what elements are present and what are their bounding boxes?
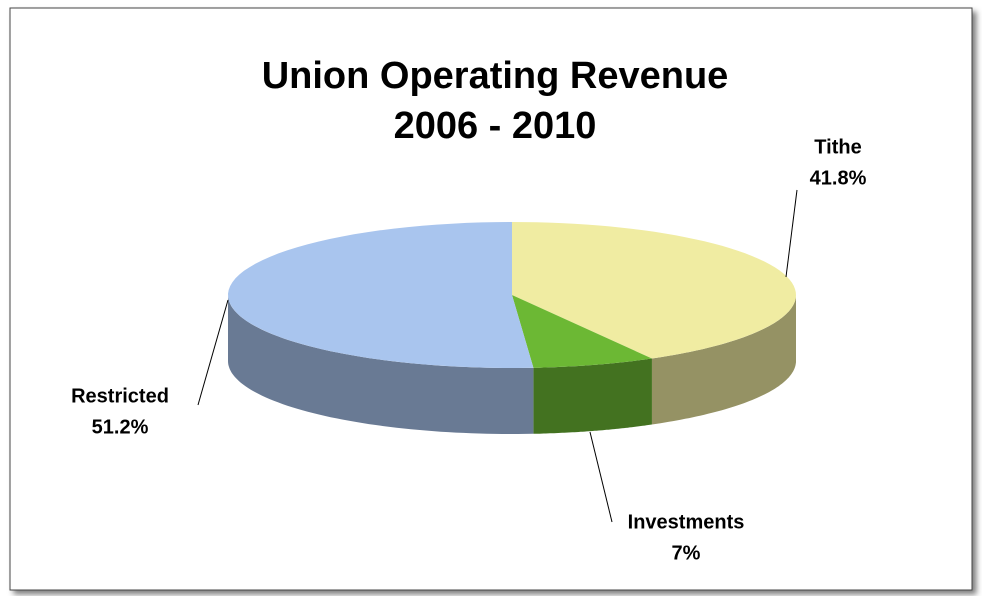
leader-line [785,189,798,278]
slice-label: Restricted [71,385,169,407]
chart-title: 2006 - 2010 [394,105,597,147]
pie-slice [228,222,534,368]
leader-line [589,431,613,523]
pie-slice [512,295,652,368]
value-label: 51.2% [92,416,149,438]
chart-title: Union Operating Revenue [262,55,729,97]
slice-label: Tithe [814,136,861,158]
slice-label: Investments [628,511,745,533]
value-label: 7% [672,542,701,564]
value-label: 41.8% [810,167,867,189]
pie-slice-side [228,295,534,434]
leader-line [197,299,229,406]
pie-slice-side [651,295,796,425]
pie-slice-side [533,358,652,434]
pie-slice [512,222,796,359]
